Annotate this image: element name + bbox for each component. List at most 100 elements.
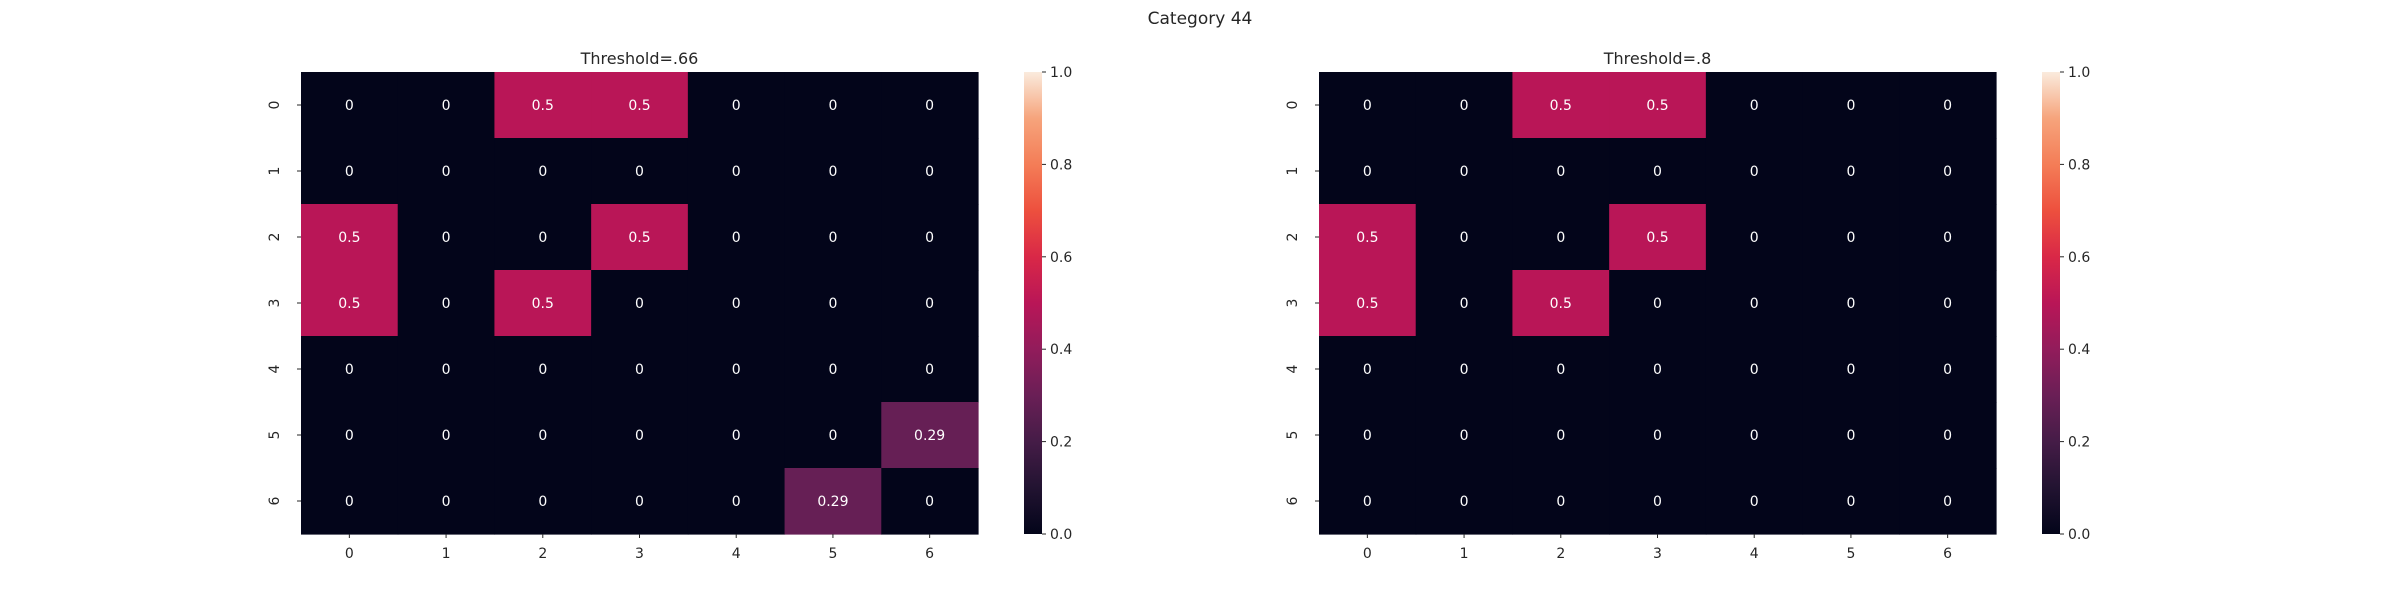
heatmap-cell: [494, 72, 592, 139]
heatmap-cell: [1512, 402, 1610, 469]
heatmap-cell: [784, 72, 882, 139]
colorbar-tick-label: 1.0: [1050, 65, 1072, 81]
cell-annotation: 0: [828, 296, 837, 312]
cell-annotation: 0: [1653, 164, 1662, 180]
heatmap-cell: [687, 138, 786, 205]
cell-annotation: 0: [828, 428, 837, 444]
cell-annotation: 0: [1943, 230, 1952, 246]
heatmap-cell: [1319, 468, 1417, 535]
heatmap-cell: [301, 72, 399, 139]
cell-annotation: 0.5: [1646, 230, 1668, 246]
heatmap-cell: [1609, 468, 1707, 535]
colorbar: [2042, 72, 2060, 534]
cell-annotation: 0: [1363, 164, 1372, 180]
heatmap-cell: [784, 402, 882, 469]
cell-annotation: 0: [1363, 428, 1372, 444]
cell-annotation: 0: [635, 164, 644, 180]
heatmap-cell: [1512, 204, 1610, 271]
cell-annotation: 0: [635, 494, 644, 510]
cell-annotation: 0: [635, 362, 644, 378]
x-tick-label: 1: [442, 546, 451, 562]
heatmap-cell: [301, 204, 399, 271]
colorbar-tick-label: 0.8: [1050, 157, 1072, 173]
y-tick-label: 1: [267, 167, 283, 176]
cell-annotation: 0: [1556, 230, 1565, 246]
x-tick-label: 3: [635, 546, 644, 562]
cell-annotation: 0: [442, 164, 451, 180]
cell-annotation: 0: [828, 362, 837, 378]
heatmap-cell: [1802, 402, 1900, 469]
cell-annotation: 0: [732, 362, 741, 378]
y-tick-label: 2: [1285, 233, 1301, 242]
cell-annotation: 0: [345, 362, 354, 378]
x-tick-label: 0: [1363, 546, 1372, 562]
heatmap-cell: [1705, 270, 1804, 337]
heatmap-cell: [687, 402, 786, 469]
heatmap-cell: [1899, 468, 1997, 535]
y-tick-label: 3: [267, 299, 283, 308]
cell-annotation: 0: [1943, 98, 1952, 114]
y-tick-label: 4: [267, 364, 283, 373]
heatmap-cell: [1415, 270, 1514, 337]
cell-annotation: 0: [925, 296, 934, 312]
heatmap-cell: [1802, 204, 1900, 271]
cell-annotation: 0: [925, 230, 934, 246]
cell-annotation: 0: [442, 230, 451, 246]
cell-annotation: 0: [732, 230, 741, 246]
colorbar-tick-label: 0.2: [1050, 435, 1072, 451]
heatmap-cell: [397, 336, 496, 403]
heatmap-cell: [1899, 402, 1997, 469]
cell-annotation: 0: [442, 362, 451, 378]
heatmap-cell: [1512, 468, 1610, 535]
cell-annotation: 0: [1846, 230, 1855, 246]
colorbar-tick-label: 0.4: [2068, 342, 2090, 358]
heatmap-cell: [1415, 138, 1514, 205]
heatmap-cell: [1899, 270, 1997, 337]
cell-annotation: 0: [1556, 494, 1565, 510]
cell-annotation: 0: [1363, 494, 1372, 510]
cell-annotation: 0.5: [338, 296, 360, 312]
heatmap-cell: [881, 468, 979, 535]
heatmap-cell: [784, 138, 882, 205]
cell-annotation: 0: [1846, 428, 1855, 444]
cell-annotation: 0: [1460, 230, 1469, 246]
heatmap-cell: [881, 336, 979, 403]
cell-annotation: 0: [1846, 164, 1855, 180]
heatmap-cell: [1512, 138, 1610, 205]
heatmap-cell: [397, 402, 496, 469]
heatmap-cell: [301, 138, 399, 205]
heatmap-cell: [1319, 204, 1417, 271]
heatmap-cell: [1415, 336, 1514, 403]
cell-annotation: 0: [635, 296, 644, 312]
cell-annotation: 0: [1556, 362, 1565, 378]
colorbar-tick-label: 0.0: [2068, 527, 2090, 543]
heatmap-cell: [1609, 336, 1707, 403]
colorbar-tick-label: 0.4: [1050, 342, 1072, 358]
heatmap-cell: [301, 270, 399, 337]
colorbar: [1024, 72, 1042, 534]
heatmap-cell: [397, 468, 496, 535]
cell-annotation: 0: [1556, 164, 1565, 180]
heatmap-cell: [687, 468, 786, 535]
y-tick-label: 3: [1285, 299, 1301, 308]
heatmap-cell: [1802, 270, 1900, 337]
heatmap-cell: [1415, 72, 1514, 139]
cell-annotation: 0: [1750, 494, 1759, 510]
colorbar-tick-label: 0.6: [1050, 250, 1072, 266]
heatmap-cell: [1512, 270, 1610, 337]
cell-annotation: 0: [1460, 494, 1469, 510]
heatmap-cell: [1609, 270, 1707, 337]
heatmap-cell: [591, 270, 689, 337]
heatmap-cell: [591, 336, 689, 403]
cell-annotation: 0: [925, 494, 934, 510]
cell-annotation: 0: [925, 98, 934, 114]
heatmap-cell: [687, 204, 786, 271]
heatmap-cell: [591, 204, 689, 271]
y-tick-label: 1: [1285, 167, 1301, 176]
x-tick-label: 2: [538, 546, 547, 562]
cell-annotation: 0: [538, 494, 547, 510]
x-tick-label: 5: [1846, 546, 1855, 562]
cell-annotation: 0: [1750, 98, 1759, 114]
heatmap-cell: [494, 336, 592, 403]
colorbar-tick-label: 0.8: [2068, 157, 2090, 173]
